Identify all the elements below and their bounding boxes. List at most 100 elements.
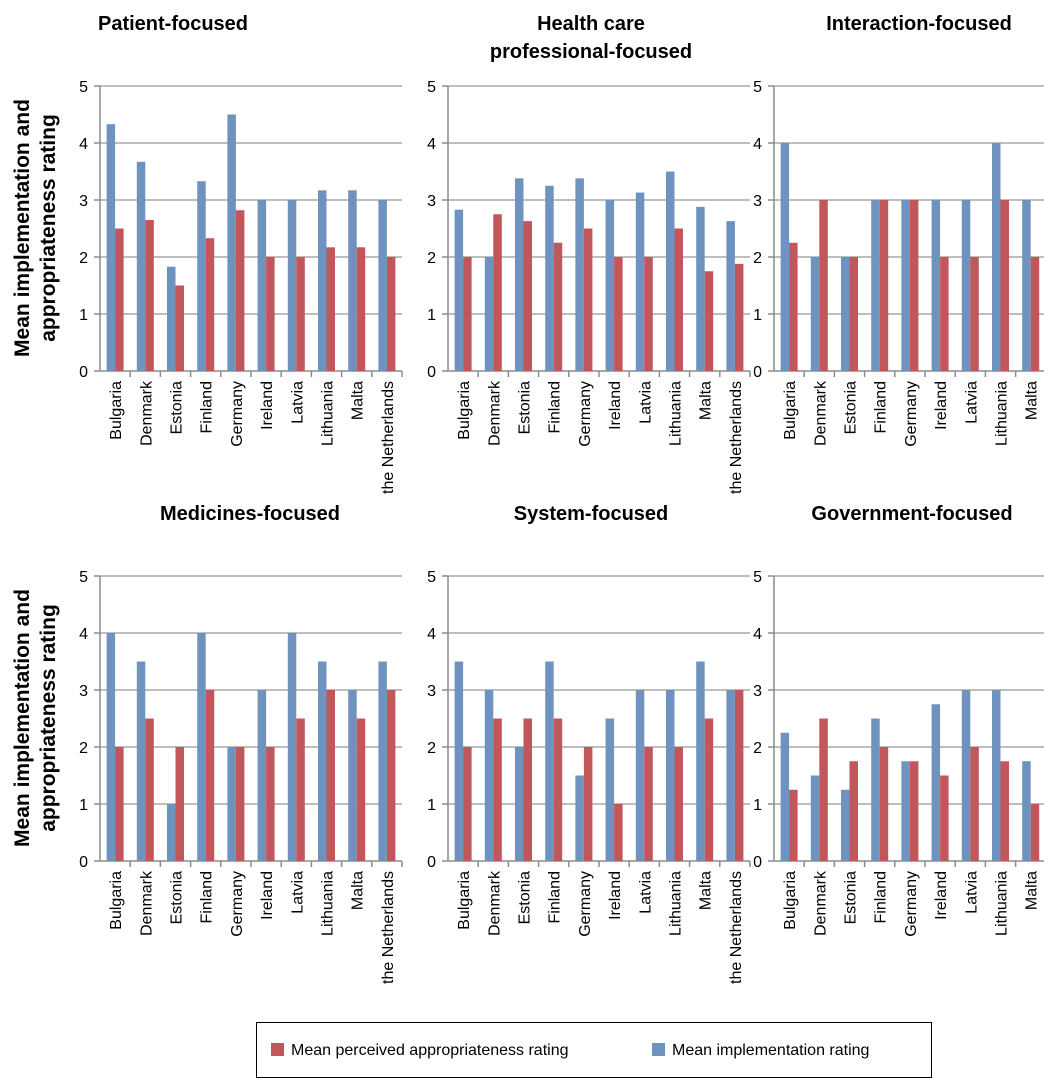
bar-implementation [780,143,790,371]
bar-appropriateness [789,789,798,861]
x-tick-label: Lithuania [668,871,685,936]
bar-implementation [378,200,387,371]
bar-appropriateness [583,747,593,861]
bar-appropriateness [970,747,979,861]
y-tick-label: 0 [753,364,762,381]
bar-implementation [726,690,735,861]
bar-implementation [136,161,146,371]
bar-appropriateness [940,257,949,371]
bar-implementation [545,185,554,371]
y-tick-label: 5 [753,79,762,96]
x-tick-label: Ireland [933,871,950,920]
bar-appropriateness [704,271,714,371]
x-tick-label: Germany [577,871,594,937]
bar-implementation [515,747,524,861]
chart-title: Government-focused [811,503,1012,525]
bar-appropriateness [879,200,889,371]
bar-implementation [931,704,941,861]
bar-appropriateness [493,718,502,861]
y-tick-label: 1 [79,307,88,324]
x-tick-label: Germany [229,381,246,447]
x-tick-label: Denmark [138,870,155,936]
bar-implementation [841,789,850,861]
bar-appropriateness [1030,257,1040,371]
y-axis-label-top: Mean implementation and appropriateness … [10,78,62,378]
bar-appropriateness [205,690,215,861]
bar-appropriateness [909,761,919,861]
bar-implementation [575,178,584,371]
chart-panel: Patient-focused 0 1 2 3 4 5 Bulgaria Denmark Esto… [79,13,403,494]
y-tick-label: 3 [753,683,762,700]
bar-appropriateness [493,214,502,371]
bar-implementation [287,200,297,371]
legend-label-implementation: Mean implementation rating [672,1042,870,1059]
bar-implementation [257,200,267,371]
bar-appropriateness [235,210,245,371]
bar-appropriateness [674,747,683,861]
x-tick-label: Ireland [259,871,276,920]
y-tick-label: 4 [79,136,88,153]
legend-label-appropriateness: Mean perceived appropriateness rating [291,1042,569,1059]
bar-appropriateness [704,718,714,861]
x-tick-label: Estonia [843,381,860,434]
x-tick-label: Ireland [259,381,276,430]
x-tick-label: Lithuania [994,381,1011,446]
bar-appropriateness [553,718,563,861]
legend-swatch-implementation [652,1043,665,1056]
bar-appropriateness [175,747,184,861]
x-tick-label: Latvia [289,871,306,914]
bar-appropriateness [644,747,653,861]
x-tick-label: Germany [903,381,920,447]
bar-implementation [992,690,1001,861]
y-axis-label-bottom: Mean implementation and appropriateness … [10,568,62,868]
legend-item-implementation: Mean implementation rating [652,1042,869,1060]
bar-implementation [635,690,645,861]
bar-appropriateness [175,285,184,371]
bar-appropriateness [1000,761,1009,861]
bar-implementation [136,661,146,861]
x-tick-label: Ireland [607,871,624,920]
bar-appropriateness [296,257,305,371]
bar-appropriateness [326,690,335,861]
bar-appropriateness [235,747,245,861]
y-tick-label: 2 [753,740,762,757]
legend-swatch-appropriateness [271,1043,284,1056]
x-tick-label: Bulgaria [456,871,473,930]
y-tick-label: 3 [79,683,88,700]
bar-appropriateness [326,247,335,371]
y-tick-label: 3 [79,193,88,210]
bar-appropriateness [463,747,472,861]
bar-implementation [1022,200,1031,371]
bar-appropriateness [909,200,919,371]
x-tick-label: Bulgaria [782,381,799,440]
bar-implementation [605,200,615,371]
x-tick-label: Finland [199,381,216,433]
bar-implementation [575,775,584,861]
x-tick-label: Germany [229,871,246,937]
bar-implementation [318,661,327,861]
y-tick-label: 2 [753,250,762,267]
x-tick-label: Lithuania [994,871,1011,936]
y-tick-label: 1 [753,307,762,324]
bar-implementation [197,181,206,371]
bar-appropriateness [266,257,275,371]
x-tick-label: Germany [577,381,594,447]
y-tick-label: 4 [79,626,88,643]
bar-appropriateness [523,718,532,861]
chart-title: Interaction-focused [826,13,1012,35]
bar-appropriateness [386,690,396,861]
bar-implementation [227,114,236,371]
x-tick-label: Denmark [138,380,155,446]
bar-implementation [810,257,820,371]
legend-item-appropriateness: Mean perceived appropriateness rating [271,1042,569,1060]
bar-implementation [901,761,910,861]
bar-implementation [696,206,705,371]
bar-appropriateness [1030,804,1040,861]
x-tick-label: Estonia [517,381,534,434]
x-tick-label: Finland [547,381,564,433]
y-tick-label: 0 [753,854,762,871]
x-tick-label: Denmark [486,380,503,446]
chart-panel: Interaction-focused 0 1 2 3 4 5 Bulgaria Denmark… [753,13,1044,447]
